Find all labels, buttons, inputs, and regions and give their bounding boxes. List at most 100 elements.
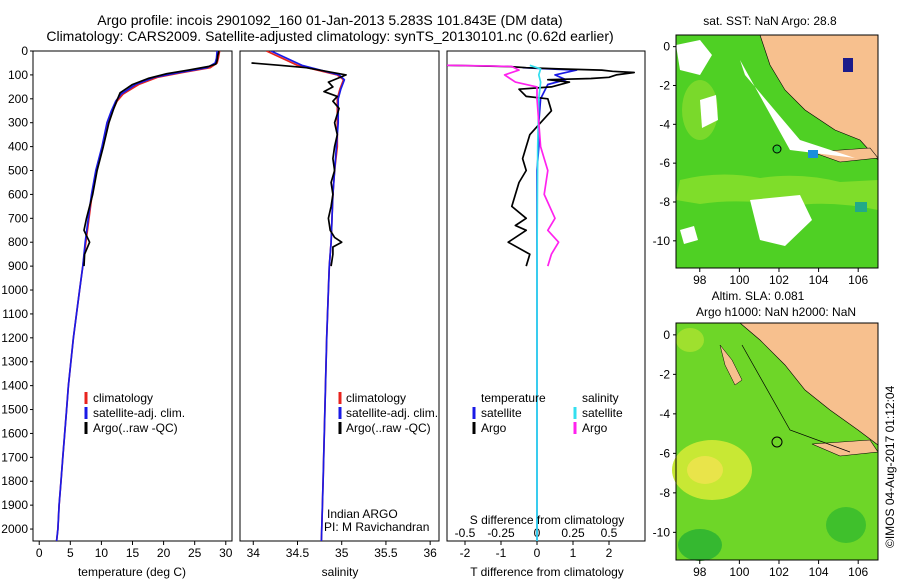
sla-map: Altim. SLA: 0.081 Argo h1000: NaN h2000:…: [653, 289, 879, 579]
depth-tick-label: 1900: [1, 498, 28, 512]
legend-temperature-head: temperature: [481, 391, 546, 405]
x-tick-label: 34.5: [286, 546, 310, 560]
legend-satellite: satellite-adj. clim.: [346, 406, 438, 420]
sst-missing-shelf: [740, 60, 855, 158]
x2-tick-label: -0.5: [455, 526, 476, 540]
temperature-x-axis: 0 5 10 15 20 25 30: [36, 541, 233, 560]
x-tick-label: 15: [126, 546, 140, 560]
depth-tick-label: 1400: [1, 379, 28, 393]
legend-argo: Argo(..raw -QC): [93, 421, 178, 435]
depth-tick-label: 0: [21, 44, 28, 58]
sst-missing-data: [750, 195, 812, 246]
x-tick-label: 35: [335, 546, 349, 560]
legend-s-argo: Argo: [582, 421, 608, 435]
legend-salinity-head: salinity: [582, 391, 619, 405]
title-line1: Argo profile: incois 2901092_160 01-Jan-…: [97, 12, 562, 28]
sst-teal-pixel: [855, 202, 867, 212]
depth-tick-label: 2000: [1, 522, 28, 536]
x-tick-label: 2: [606, 546, 613, 560]
title-line2: Climatology: CARS2009. Satellite-adjuste…: [46, 28, 613, 44]
legend-climatology: climatology: [93, 391, 153, 405]
x-tick-label: 0: [36, 546, 43, 560]
sla-low-anomaly: [826, 507, 866, 543]
difference-panel: -2 -1 0 1 2-0.5 -0.25 0 0.25 0.5 S difference fr…: [446, 50, 646, 579]
map-y-tick-label: -10: [653, 234, 671, 248]
depth-tick-label: 1000: [1, 283, 28, 297]
map-x-tick-label: 98: [693, 565, 707, 579]
depth-tick-label: 500: [8, 164, 28, 178]
sla-shelf-contour: [741, 344, 851, 453]
salinity-panel: 34 34.5 35 35.5 36 salinity climatology sate…: [239, 50, 440, 579]
series-line: [447, 64, 560, 267]
temperature-legend: climatology satellite-adj. clim. Argo(..…: [84, 391, 185, 435]
sla-anomaly-patch: [676, 328, 704, 352]
series-line: [266, 51, 345, 541]
x2-tick-label: -0.25: [487, 526, 515, 540]
depth-tick-label: 600: [8, 187, 28, 201]
map-x-tick-label: 102: [769, 565, 789, 579]
map-x-tick-label: 102: [769, 273, 789, 287]
salinity-xlabel: salinity: [322, 565, 359, 579]
sst-missing-data: [676, 40, 712, 75]
map-x-tick-label: 104: [809, 565, 829, 579]
legend-s-satellite: satellite: [582, 406, 623, 420]
sst-argo-marker: [772, 144, 782, 154]
series-line: [522, 66, 578, 541]
legend-satellite: satellite-adj. clim.: [93, 406, 185, 420]
depth-tick-label: 1200: [1, 331, 28, 345]
temperature-xlabel: temperature (deg C): [78, 565, 186, 579]
map-x-tick-label: 100: [729, 565, 749, 579]
footer-stamp: ©IMOS 04-Aug-2017 01:12:04: [883, 385, 897, 548]
x2-tick-label: 0.5: [601, 526, 618, 540]
sla-map-title1: Altim. SLA: 0.081: [712, 289, 805, 303]
salinity-legend: climatology satellite-adj. clim. Argo(..…: [338, 391, 438, 435]
x-tick-label: -2: [460, 546, 471, 560]
depth-tick-label: 1700: [1, 450, 28, 464]
series-line: [55, 51, 218, 541]
map-y-tick-label: -6: [659, 156, 670, 170]
series-line: [83, 51, 220, 267]
credit-line1: Indian ARGO: [327, 507, 398, 521]
depth-tick-label: 300: [8, 116, 28, 130]
sst-map: sat. SST: NaN Argo: 28.8 98 100 102 104 106 0…: [653, 14, 879, 287]
map-y-tick-label: -4: [659, 117, 670, 131]
map-y-tick-label: -4: [659, 407, 670, 421]
map-y-tick-label: -2: [659, 367, 670, 381]
sla-high-anomaly-core: [687, 456, 723, 484]
x-tick-label: 10: [95, 546, 109, 560]
salinity-lines: [251, 51, 347, 541]
x-tick-label: 30: [219, 546, 233, 560]
map-y-tick-label: -8: [659, 486, 670, 500]
map-y-tick-label: -6: [659, 446, 670, 460]
salinity-frame: [239, 50, 440, 542]
sla-map-frame: [675, 322, 879, 561]
map-x-tick-label: 106: [848, 273, 868, 287]
series-line: [251, 62, 347, 267]
sst-missing-data: [680, 226, 698, 244]
sst-ocean-band: [676, 174, 878, 210]
x-tick-label: 20: [157, 546, 171, 560]
map-x-tick-label: 104: [809, 273, 829, 287]
sla-map-title2: Argo h1000: NaN h2000: NaN: [696, 305, 856, 319]
series-line: [55, 51, 221, 541]
depth-axis: 0 100 200 300 400 500 600 700 800 900 1000 1100 1200…: [1, 44, 33, 536]
sst-cold-pixel: [843, 58, 853, 72]
difference-xlabel: T difference from climatology: [470, 565, 624, 579]
depth-tick-label: 1800: [1, 474, 28, 488]
map-y-tick-label: -2: [659, 78, 670, 92]
difference-legend: temperature salinity satellite Argo sate…: [472, 391, 623, 435]
map-y-tick-label: -10: [653, 525, 671, 539]
depth-tick-label: 1100: [2, 307, 28, 321]
series-line: [270, 51, 346, 541]
temperature-lines: [55, 51, 221, 541]
map-y-tick-label: 0: [663, 328, 670, 342]
x-tick-label: 36: [423, 546, 437, 560]
sla-land-islands: [719, 344, 743, 386]
depth-tick-label: 900: [8, 259, 28, 273]
legend-t-argo: Argo: [481, 421, 507, 435]
difference-frame: [446, 50, 646, 542]
series-line: [447, 64, 636, 267]
x-tick-label: 1: [570, 546, 577, 560]
